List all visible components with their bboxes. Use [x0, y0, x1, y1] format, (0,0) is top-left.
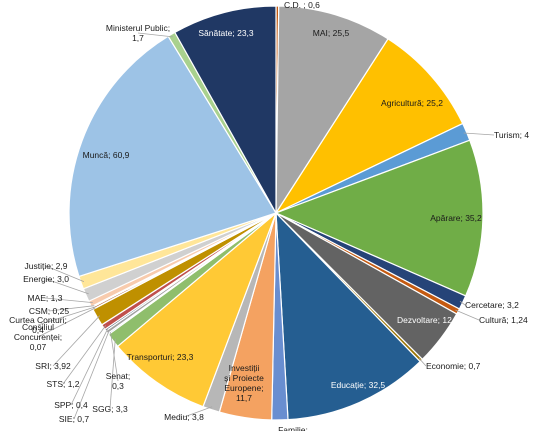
slice-label-aparare-35-2: Apărare; 35,2 — [430, 213, 482, 223]
leader-line-curtea-conturi-0-4 — [37, 306, 96, 326]
pie-slice-agricultura-25-2 — [274, 38, 464, 215]
slice-label-mae-1-3: MAE; 1,3 — [28, 293, 63, 303]
leader-line-spp-0-4 — [70, 328, 109, 406]
slice-label-spp-0-4: SPP; 0,4 — [54, 400, 88, 410]
slice-label-educatie-32-5: Educație; 32,5 — [331, 380, 386, 390]
leader-line-mae-1-3 — [44, 297, 93, 303]
slice-label-transporturi-23-3: Transporturi; 23,3 — [127, 352, 194, 362]
pie-slices — [68, 5, 484, 421]
leader-line-justitie-2-9 — [45, 265, 85, 282]
leader-line-csm-0-25 — [48, 305, 95, 312]
slice-label-consiliul-concurentei-0-07: Consiliul Concurenței; 0,07 — [14, 322, 62, 352]
slice-label-cultura-1-24: Cultură; 1,24 — [479, 315, 528, 325]
slice-label-dezvoltare-12-6: Dezvoltare; 12,6 — [397, 315, 459, 325]
leader-line-consiliul-concurentei-0-07 — [37, 307, 96, 338]
slice-label-economie-0-7: Economie; 0,7 — [426, 361, 481, 371]
slice-label-ministerul-public-1-7: Ministerul Public; 1,7 — [106, 23, 170, 43]
slice-label-agricultura-25-2: Agricultură; 25,2 — [381, 98, 443, 108]
leader-line-sgg-3-3 — [109, 338, 116, 410]
pie-slice-munca-60-9 — [68, 35, 277, 278]
leader-lines — [37, 32, 495, 420]
slice-label-curtea-conturi-0-4: Curtea Conturi; 0,4 — [9, 315, 67, 335]
leader-line-senat-0-3 — [110, 332, 119, 382]
pie-slice-mai-25-5 — [275, 5, 389, 216]
slice-label-senat-0-3: Senat; 0,3 — [106, 371, 131, 391]
slice-label-familie: Familie; — [278, 425, 308, 431]
leader-line-turism-4 — [463, 132, 495, 136]
slice-label-sts-1-2: STS; 1,2 — [46, 379, 79, 389]
leader-line-energie-3-0 — [45, 278, 89, 295]
leader-line-cultura-1-24 — [455, 309, 480, 321]
slice-labels: C.D. ; 0,6 MAI; 25,5 Agricultură; 25,2 Turi… — [9, 0, 529, 431]
leader-line-economie-0-7 — [418, 358, 427, 367]
slice-label-justitie-2-9: Justiție; 2,9 — [25, 261, 68, 271]
slice-label-mai-25-5: MAI; 25,5 — [313, 28, 350, 38]
slice-label-cercetare-3-2: Cercetare; 3,2 — [465, 300, 519, 310]
leader-line-mediu-3-8 — [183, 406, 213, 418]
leader-line-ministerul-public-1-7 — [137, 32, 174, 38]
leader-line-cercetare-3-2 — [459, 300, 466, 306]
leader-line-sts-1-2 — [62, 325, 107, 385]
leader-line-sri-3-92 — [52, 315, 100, 367]
pie-slice-aparare-35-2 — [274, 139, 484, 297]
pie-slice-transporturi-23-3 — [116, 211, 278, 408]
slice-label-mediu-3-8: Mediu; 3,8 — [164, 412, 204, 422]
slice-label-csm-0-25: CSM; 0,25 — [29, 306, 69, 316]
slice-label-energie-3-0: Energie; 3,0 — [23, 274, 69, 284]
slice-label-c-d-0-6: C.D. ; 0,6 — [284, 0, 320, 10]
slice-label-turism-4: Turism; 4 — [494, 130, 529, 140]
leader-line-sie-0-7 — [73, 330, 110, 420]
pie-slice-educatie-32-5 — [275, 211, 421, 421]
slice-label-investitii-si-proiecte-europene-11-7: Investiții și Proiecte Europene; 11,7 — [224, 363, 264, 403]
slice-label-sanatate-23-3: Sănătate; 23,3 — [198, 28, 254, 38]
pie-slice-sanatate-23-3 — [174, 5, 277, 216]
slice-label-sri-3-92: SRI; 3,92 — [35, 361, 71, 371]
slice-label-sgg-3-3: SGG; 3,3 — [92, 404, 128, 414]
slice-label-sie-0-7: SIE; 0,7 — [59, 414, 90, 424]
slice-label-munca-60-9: Muncă; 60,9 — [83, 150, 130, 160]
